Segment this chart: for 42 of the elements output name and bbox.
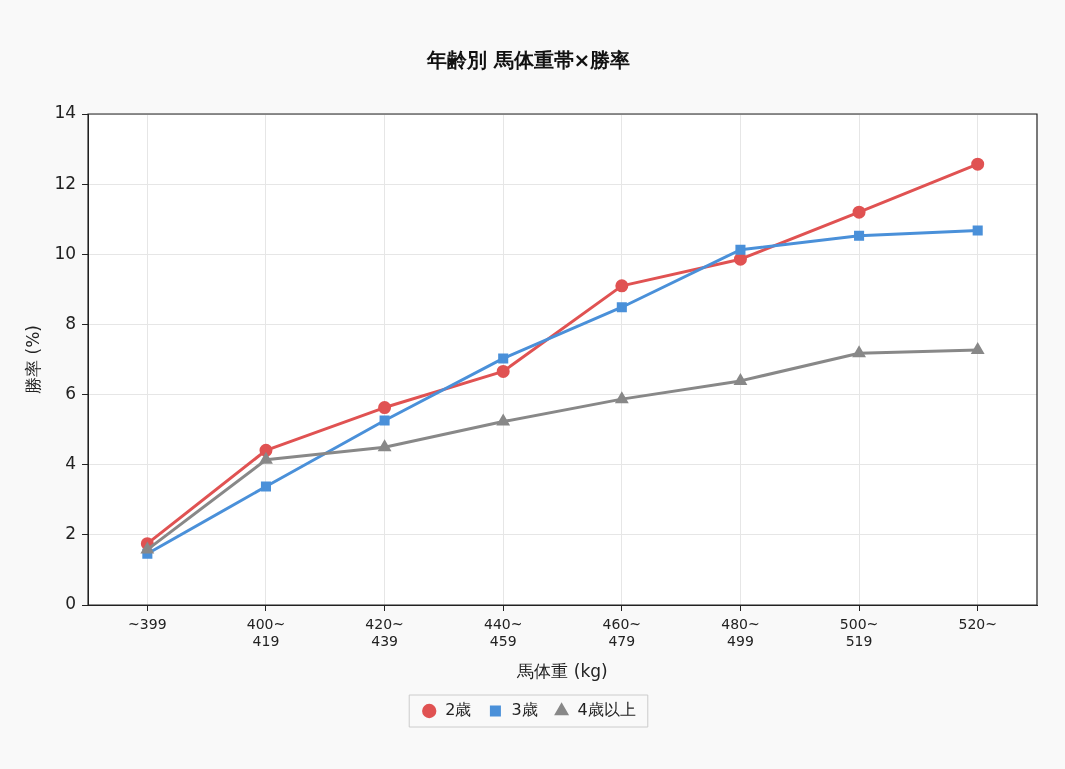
y-tick-label: 6 [65, 382, 77, 403]
point [854, 230, 865, 241]
point [259, 443, 273, 457]
point [735, 244, 746, 255]
y-tick-label: 14 [54, 102, 77, 123]
chart-title: 年齢別 馬体重帯×勝率 [425, 48, 631, 73]
point [260, 481, 271, 492]
legend-label: 3歳 [511, 700, 538, 720]
x-tick-label: 460~ 479 [602, 616, 642, 649]
point [616, 302, 627, 313]
x-tick-label: 500~ 519 [839, 616, 879, 649]
point [853, 346, 865, 358]
legend-label: 4歳以上 [577, 700, 636, 720]
x-tick-label: 400~ 419 [246, 616, 286, 649]
point [733, 252, 747, 266]
x-tick-label: 420~ 439 [365, 616, 404, 649]
point [852, 205, 866, 219]
point [971, 343, 984, 355]
point [616, 392, 628, 404]
y-tick-label: 12 [54, 172, 77, 193]
point [378, 440, 391, 452]
point [972, 225, 983, 236]
point [496, 364, 510, 378]
y-tick-label: 4 [65, 453, 77, 474]
x-tick-label: 440~ 459 [483, 616, 523, 649]
point [378, 401, 392, 415]
y-tick-label: 0 [65, 593, 77, 614]
point [734, 374, 747, 385]
y-tick-label: 2 [65, 523, 77, 544]
y-axis-title: 勝率 (%) [22, 325, 43, 394]
point [498, 353, 509, 364]
legend-label: 2歳 [445, 700, 472, 720]
x-tick-label: 480~ 499 [721, 616, 760, 649]
x-tick-label: ~399 [128, 616, 167, 633]
y-tick-label: 10 [54, 242, 77, 263]
x-axis-title: 馬体重 (kg) [516, 661, 608, 682]
x-tick-label: 520~ [958, 616, 997, 633]
point [615, 279, 629, 293]
point [260, 453, 272, 464]
point [971, 157, 985, 171]
y-tick-label: 8 [65, 312, 77, 333]
point [379, 415, 390, 426]
